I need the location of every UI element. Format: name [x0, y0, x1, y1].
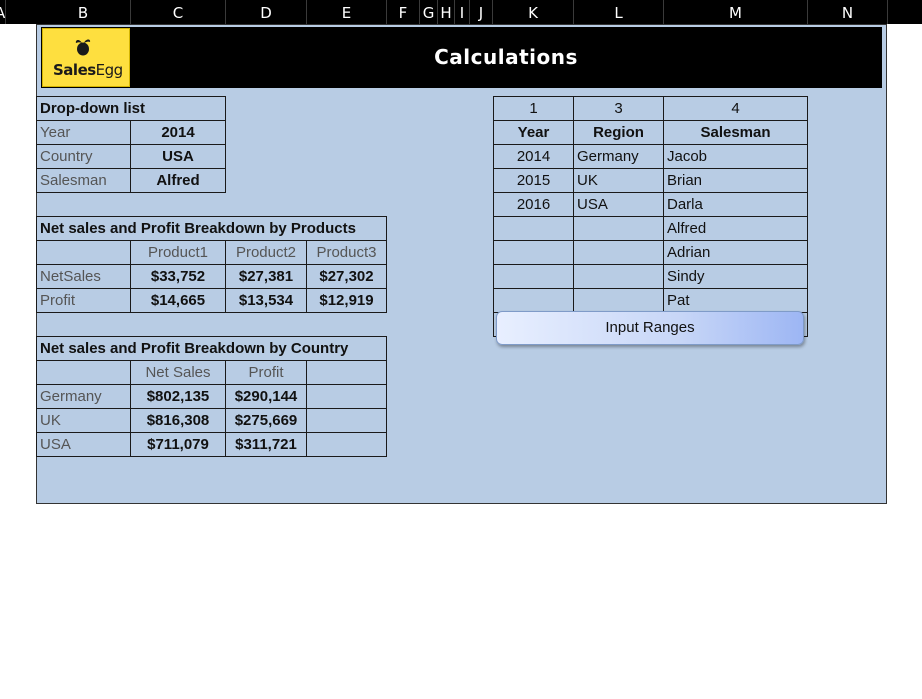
country-uk-netsales[interactable]: $816,308 [130, 408, 226, 433]
country-row-label-germany: Germany [36, 384, 131, 409]
country-germany-netsales[interactable]: $802,135 [130, 384, 226, 409]
country-col-netsales: Net Sales [130, 360, 226, 385]
ranges-salesman-cell[interactable]: Darla [663, 192, 808, 217]
products-corner-cell [36, 240, 131, 265]
ranges-year-cell[interactable] [493, 240, 574, 265]
dropdown-label-year: Year [36, 120, 131, 145]
country-empty-cell [306, 384, 387, 409]
dropdown-label-country: Country [36, 144, 131, 169]
column-header-b[interactable]: B [36, 0, 131, 24]
column-header-h[interactable]: H [438, 0, 455, 24]
ranges-year-cell[interactable] [493, 288, 574, 313]
country-germany-profit[interactable]: $290,144 [225, 384, 307, 409]
products-netsales-product2[interactable]: $27,381 [225, 264, 307, 289]
ranges-region-cell[interactable]: USA [573, 192, 664, 217]
egg-bird-icon [75, 39, 91, 56]
ranges-salesman-cell[interactable]: Alfred [663, 216, 808, 241]
products-col-product3: Product3 [306, 240, 387, 265]
column-header-d[interactable]: D [226, 0, 307, 24]
products-row-label-netsales: NetSales [36, 264, 131, 289]
country-usa-netsales[interactable]: $711,079 [130, 432, 226, 457]
ranges-region-cell[interactable]: Germany [573, 144, 664, 169]
ranges-region-cell[interactable] [573, 264, 664, 289]
ranges-count-region[interactable]: 3 [573, 96, 664, 121]
country-empty-cell [306, 408, 387, 433]
ranges-year-cell[interactable]: 2014 [493, 144, 574, 169]
products-netsales-product3[interactable]: $27,302 [306, 264, 387, 289]
ranges-year-cell[interactable]: 2015 [493, 168, 574, 193]
ranges-salesman-cell[interactable]: Brian [663, 168, 808, 193]
ranges-region-cell[interactable]: UK [573, 168, 664, 193]
dropdown-header: Drop-down list [36, 96, 226, 121]
ranges-header-year: Year [493, 120, 574, 145]
country-row-label-uk: UK [36, 408, 131, 433]
column-header-k[interactable]: K [493, 0, 574, 24]
ranges-header-region: Region [573, 120, 664, 145]
ranges-region-cell[interactable] [573, 288, 664, 313]
column-header-e[interactable]: E [307, 0, 387, 24]
ranges-header-salesman: Salesman [663, 120, 808, 145]
column-header-n[interactable]: N [808, 0, 888, 24]
country-table-header: Net sales and Profit Breakdown by Countr… [36, 336, 387, 361]
dropdown-value-salesman[interactable]: Alfred [130, 168, 226, 193]
ranges-count-salesman[interactable]: 4 [663, 96, 808, 121]
salesegg-logo: SalesEgg [42, 28, 130, 87]
ranges-year-cell[interactable] [493, 264, 574, 289]
country-col-profit: Profit [225, 360, 307, 385]
products-profit-product3[interactable]: $12,919 [306, 288, 387, 313]
products-netsales-product1[interactable]: $33,752 [130, 264, 226, 289]
products-table-header: Net sales and Profit Breakdown by Produc… [36, 216, 387, 241]
column-header-j[interactable]: J [470, 0, 493, 24]
products-row-label-profit: Profit [36, 288, 131, 313]
country-row-label-usa: USA [36, 432, 131, 457]
logo-wordmark: SalesEgg [53, 61, 123, 79]
ranges-salesman-cell[interactable]: Sindy [663, 264, 808, 289]
ranges-region-cell[interactable] [573, 216, 664, 241]
column-header-bar: A B C D E F G H I J K L M N [0, 0, 922, 24]
products-profit-product1[interactable]: $14,665 [130, 288, 226, 313]
ranges-region-cell[interactable] [573, 240, 664, 265]
ranges-salesman-cell[interactable]: Pat [663, 288, 808, 313]
country-usa-profit[interactable]: $311,721 [225, 432, 307, 457]
input-ranges-button[interactable]: Input Ranges [496, 311, 804, 345]
column-header-i[interactable]: I [455, 0, 470, 24]
ranges-salesman-cell[interactable]: Jacob [663, 144, 808, 169]
dropdown-value-country[interactable]: USA [130, 144, 226, 169]
column-header-l[interactable]: L [574, 0, 664, 24]
ranges-year-cell[interactable] [493, 216, 574, 241]
title-banner [41, 27, 882, 88]
country-empty-cell [306, 360, 387, 385]
ranges-year-cell[interactable]: 2016 [493, 192, 574, 217]
dropdown-value-year[interactable]: 2014 [130, 120, 226, 145]
country-corner-cell [36, 360, 131, 385]
country-uk-profit[interactable]: $275,669 [225, 408, 307, 433]
column-header-g[interactable]: G [420, 0, 438, 24]
column-header-f[interactable]: F [387, 0, 420, 24]
ranges-salesman-cell[interactable]: Adrian [663, 240, 808, 265]
column-header-m[interactable]: M [664, 0, 808, 24]
ranges-count-year[interactable]: 1 [493, 96, 574, 121]
products-col-product2: Product2 [225, 240, 307, 265]
dropdown-label-salesman: Salesman [36, 168, 131, 193]
page-title: Calculations [434, 45, 578, 69]
column-header-a[interactable]: A [0, 0, 6, 24]
country-empty-cell [306, 432, 387, 457]
products-profit-product2[interactable]: $13,534 [225, 288, 307, 313]
column-header-c[interactable]: C [131, 0, 226, 24]
products-col-product1: Product1 [130, 240, 226, 265]
